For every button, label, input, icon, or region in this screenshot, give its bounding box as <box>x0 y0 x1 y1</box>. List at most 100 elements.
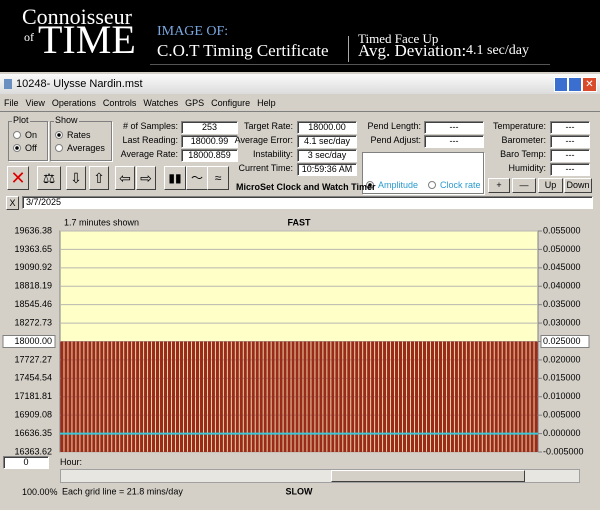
bar <box>307 341 311 452</box>
bar <box>215 341 219 452</box>
down-tool[interactable]: ⇩ <box>66 166 86 190</box>
bar <box>92 341 96 452</box>
bar <box>76 341 80 452</box>
bar <box>482 341 486 452</box>
waves-tool[interactable]: ≈ <box>207 166 229 190</box>
bar <box>375 341 379 452</box>
field-label: Temperature: <box>492 121 546 131</box>
menu-item[interactable]: Help <box>257 98 276 108</box>
bar <box>494 341 498 452</box>
tick-highlight <box>2 335 56 348</box>
radio-on[interactable]: On <box>13 130 37 140</box>
bar <box>526 341 530 452</box>
wave-tool[interactable]: 〜 <box>186 166 208 190</box>
stop-tool[interactable]: ✕ <box>7 166 29 190</box>
minus-button[interactable]: — <box>512 178 536 193</box>
y2-tick-label: 0.020000 <box>543 354 581 364</box>
minimize-button[interactable] <box>554 77 568 92</box>
field-label: Pend Adjust: <box>370 135 421 145</box>
bar <box>514 341 518 452</box>
menu-item[interactable]: GPS <box>185 98 205 108</box>
bar <box>470 341 474 452</box>
slow-label: SLOW <box>286 486 314 496</box>
field-label: Instability: <box>252 149 293 159</box>
bar <box>223 341 227 452</box>
bar <box>163 341 168 452</box>
up-button[interactable]: Up <box>538 178 563 193</box>
bar <box>167 341 172 452</box>
radio-amplitude[interactable]: Amplitude <box>366 180 418 190</box>
bar <box>84 341 88 452</box>
bar <box>323 341 327 452</box>
bar <box>347 341 351 452</box>
bar <box>144 341 148 452</box>
date-field[interactable]: 3/7/2025 <box>22 196 593 209</box>
field-label: Baro Temp: <box>500 149 546 159</box>
radio-label: On <box>25 130 38 140</box>
field-label: Barometer: <box>501 135 546 145</box>
menu-item[interactable]: View <box>25 98 45 108</box>
bar <box>255 341 259 452</box>
close-button[interactable]: ✕ <box>582 77 597 92</box>
radio-off[interactable]: Off <box>13 143 37 153</box>
bar <box>287 341 291 452</box>
y-tick-label: 19636.38 <box>14 225 52 235</box>
bar <box>395 341 399 452</box>
bar <box>247 341 251 452</box>
field-value: --- <box>550 135 590 148</box>
bar <box>72 341 76 452</box>
bar <box>315 341 319 452</box>
field-value: 10:59:36 AM <box>297 163 357 176</box>
window-title: 10248- Ulysse Nardin.mst <box>16 78 143 90</box>
plot-title: Plot <box>12 115 30 125</box>
scrollbar[interactable] <box>60 469 580 483</box>
field-value: 18000.859 <box>181 149 238 162</box>
logo-of: of <box>24 30 34 44</box>
field-label: Humidity: <box>508 163 546 173</box>
bar <box>418 341 423 452</box>
radio-rates[interactable]: Rates <box>55 130 91 140</box>
field-label: Current Time: <box>238 163 293 173</box>
menu-item[interactable]: File <box>4 98 19 108</box>
down-button[interactable]: Down <box>564 178 592 193</box>
radio-label: Clock rate <box>440 180 481 190</box>
menu-item[interactable]: Operations <box>51 98 96 108</box>
menu-item[interactable]: Configure <box>211 98 251 108</box>
menu-item[interactable]: Watches <box>143 98 179 108</box>
bar <box>510 341 514 452</box>
maximize-button[interactable] <box>568 77 582 92</box>
left-tool[interactable]: ⇦ <box>115 166 135 190</box>
bar <box>299 341 303 452</box>
bar <box>128 341 132 452</box>
y-tick-label: 16363.62 <box>14 446 52 456</box>
menu-item[interactable]: Controls <box>102 98 137 108</box>
bar <box>490 341 494 452</box>
radio-clock-rate[interactable]: Clock rate <box>428 180 481 190</box>
bar <box>518 341 522 452</box>
zoom-level: 100.00% <box>22 487 58 497</box>
scroll-thumb[interactable] <box>331 470 525 482</box>
position: Timed Face Up <box>358 31 439 46</box>
field-label: Last Reading: <box>122 135 178 145</box>
bar <box>343 341 347 452</box>
clear-date-button[interactable]: X <box>6 196 19 210</box>
bar <box>171 341 176 452</box>
scale-tool[interactable]: ⚖ <box>37 166 61 190</box>
field-value: 3 sec/day <box>297 149 357 162</box>
bar <box>100 341 104 452</box>
bars-tool[interactable]: ▮▮ <box>164 166 186 190</box>
y-tick-label: 17727.27 <box>14 354 52 364</box>
radio-averages[interactable]: Averages <box>55 143 105 153</box>
y-tick-label: 18000.00 <box>14 336 52 346</box>
y2-tick-label: 0.010000 <box>543 391 581 401</box>
bar <box>132 341 136 452</box>
bar <box>414 341 419 452</box>
hour-field[interactable]: 0 <box>3 456 49 469</box>
up-tool[interactable]: ⇧ <box>89 166 109 190</box>
bar <box>148 341 152 452</box>
right-tool[interactable]: ⇨ <box>136 166 156 190</box>
plus-button[interactable]: + <box>488 178 510 193</box>
field-value: 18000.99 <box>181 135 238 148</box>
deviation-value: 4.1 sec/day <box>466 43 529 58</box>
